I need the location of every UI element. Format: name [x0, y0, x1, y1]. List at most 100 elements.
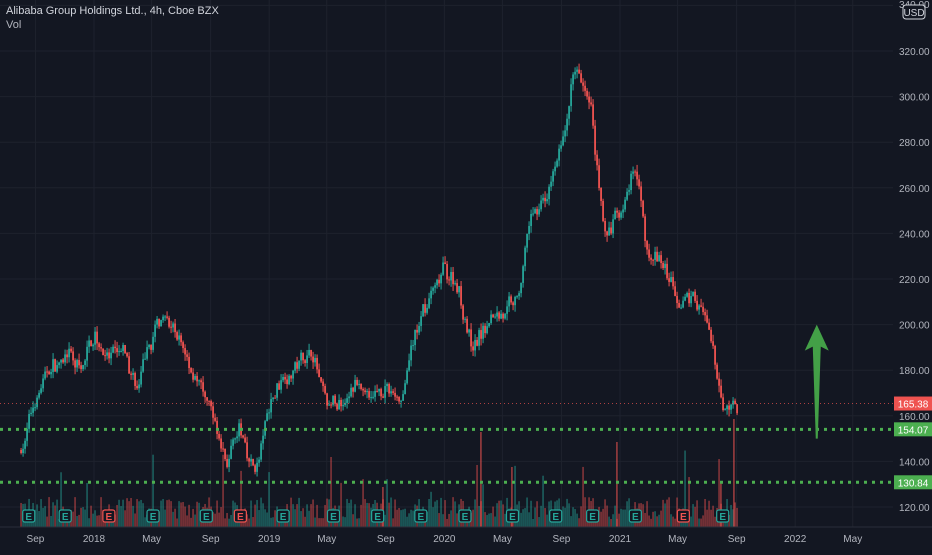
- symbol-title[interactable]: Alibaba Group Holdings Ltd., 4h, Cboe BZ…: [6, 5, 219, 17]
- volume-bar: [268, 472, 270, 527]
- candle-body: [690, 296, 692, 304]
- candle-body: [622, 209, 624, 213]
- candle-body: [426, 307, 428, 313]
- candle-body: [476, 339, 478, 346]
- volume-bar: [496, 503, 498, 527]
- candle-body: [572, 74, 574, 85]
- candle-body: [36, 397, 38, 408]
- candle-body: [616, 210, 618, 213]
- volume-bar: [272, 517, 274, 527]
- volume-bar: [196, 501, 198, 527]
- volume-bar: [354, 504, 356, 527]
- earnings-badge: [371, 509, 385, 523]
- candle-body: [342, 405, 344, 407]
- volume-bar: [90, 505, 92, 527]
- candle-body: [560, 145, 562, 149]
- candle-body: [496, 312, 498, 317]
- y-tick-label: 200.00: [899, 321, 930, 332]
- candle-body: [208, 400, 210, 402]
- candle-body: [262, 435, 264, 444]
- candle-body: [680, 307, 682, 309]
- volume-bar: [250, 500, 252, 527]
- support-level-tag: [894, 422, 932, 437]
- candle-body: [708, 322, 710, 330]
- volume-bar: [430, 491, 432, 527]
- volume-bar: [428, 498, 430, 527]
- candle-body: [22, 448, 24, 454]
- price-axis[interactable]: 120.00 140.00 160.00 180.00 200.00 220.00 240.…: [899, 0, 930, 514]
- candle-body: [428, 298, 430, 308]
- time-axis[interactable]: Sep 2018 May Sep 2019 May Sep 2020 May Sep 2021 May…: [0, 526, 932, 545]
- candle-body: [630, 173, 632, 191]
- earnings-marker: E: [716, 509, 730, 523]
- candle-body: [392, 391, 394, 393]
- candle-body: [642, 200, 644, 217]
- volume-bar: [548, 501, 550, 527]
- earnings-marker: E: [549, 509, 563, 523]
- x-tick-label: Sep: [728, 534, 746, 545]
- volume-bar: [54, 505, 56, 527]
- candle-body: [218, 433, 220, 439]
- candle-body: [176, 332, 178, 340]
- candle-body: [130, 373, 132, 375]
- volume-bar: [264, 509, 266, 527]
- candle-body: [620, 212, 622, 218]
- volume-indicator-label[interactable]: Vol: [6, 19, 22, 31]
- candle-body: [736, 404, 738, 414]
- volume-bar: [58, 518, 60, 527]
- candle-body: [502, 313, 504, 319]
- volume-bar: [540, 505, 542, 527]
- volume-bar: [572, 507, 574, 527]
- volume-bar: [702, 515, 704, 527]
- volume-bar: [290, 497, 292, 527]
- y-tick-label: 280.00: [899, 138, 930, 149]
- candle-body: [174, 323, 176, 333]
- volume-bar: [118, 499, 120, 527]
- candle-body: [126, 353, 128, 357]
- candle-body: [128, 356, 130, 374]
- volume-bar: [314, 517, 316, 527]
- y-tick-label: 240.00: [899, 229, 930, 240]
- x-tick-label: Sep: [27, 534, 45, 545]
- x-tick-label: May: [843, 534, 862, 545]
- x-tick-label: 2018: [83, 534, 106, 545]
- candle-body: [484, 325, 486, 334]
- support-level-label: 130.84: [898, 478, 929, 489]
- candle-body: [222, 448, 224, 450]
- candle-body: [640, 186, 642, 201]
- earnings-label: E: [509, 512, 516, 523]
- volume-bar: [318, 518, 320, 527]
- candle-body: [296, 362, 298, 369]
- volume-bar: [606, 505, 608, 527]
- candle-body: [338, 400, 340, 410]
- candle-body: [352, 387, 354, 392]
- volume-bar: [160, 500, 162, 527]
- volume-bar: [396, 509, 398, 527]
- volume-bar: [274, 510, 276, 527]
- candle-body: [180, 335, 182, 343]
- arrow-annotation[interactable]: [804, 324, 829, 439]
- volume-bar: [648, 515, 650, 527]
- earnings-marker: E: [628, 509, 642, 523]
- candle-body: [666, 263, 668, 279]
- volume-bar: [608, 516, 610, 527]
- volume-bar: [432, 507, 434, 527]
- candle-body: [626, 191, 628, 200]
- volume-bar: [262, 503, 264, 527]
- earnings-label: E: [417, 512, 424, 523]
- volume-bar: [730, 504, 732, 527]
- earnings-badge: [326, 509, 341, 523]
- candle-body: [584, 85, 586, 91]
- candle-body: [330, 404, 332, 406]
- candle-body: [72, 351, 74, 361]
- candle-body: [146, 347, 148, 359]
- candle-body: [412, 345, 414, 347]
- candle-body: [416, 329, 418, 333]
- candle-body: [290, 375, 292, 379]
- volume-bar: [254, 504, 256, 527]
- volume-bar: [504, 513, 506, 527]
